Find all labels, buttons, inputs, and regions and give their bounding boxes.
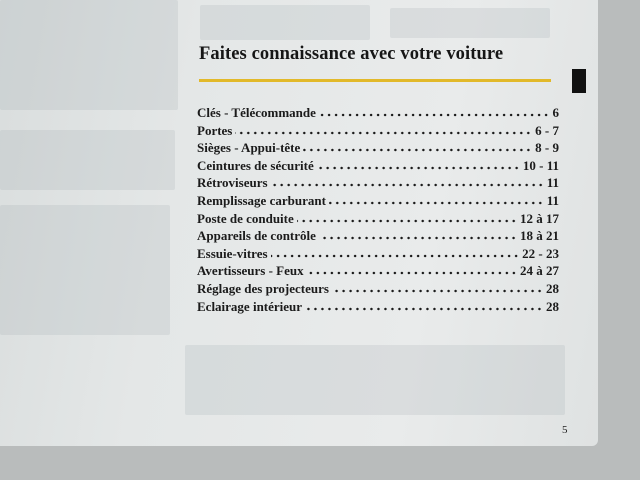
title: Faites connaissance avec votre voiture bbox=[199, 44, 504, 64]
page: Faites connaissance avec votre voiture C… bbox=[0, 0, 598, 446]
entry-label: Essuie-vitres bbox=[197, 245, 268, 261]
toc-entry: Portes 6 - 7 bbox=[197, 123, 559, 141]
dot-leader bbox=[303, 148, 533, 153]
dot-leader bbox=[270, 253, 520, 258]
section-tab bbox=[572, 69, 586, 93]
show-through bbox=[390, 8, 550, 38]
entry-label: Réglage des projecteurs bbox=[197, 280, 329, 296]
entry-label: Remplissage carburant bbox=[197, 192, 326, 208]
dot-leader bbox=[331, 288, 543, 293]
entry-page: 11 bbox=[546, 192, 559, 208]
entry-label: Eclairage intérieur bbox=[197, 298, 303, 314]
toc-entry: Rétroviseurs 11 bbox=[197, 175, 559, 193]
dot-leader bbox=[296, 218, 517, 223]
entry-label: Avertisseurs - Feux bbox=[197, 263, 304, 279]
dot-leader bbox=[318, 236, 517, 241]
toc-entry: Réglage des projecteurs 28 bbox=[197, 281, 559, 299]
entry-page: 6 bbox=[552, 105, 560, 120]
entry-label: Portes bbox=[197, 122, 233, 138]
toc-entry: Ceintures de sécurité 10 - 11 bbox=[197, 158, 559, 176]
entry-label: Clés - Télécommande bbox=[197, 105, 316, 120]
entry-page: 12 à 17 bbox=[520, 210, 559, 226]
entry-page: 6 - 7 bbox=[535, 122, 559, 138]
entry-page: 18 à 21 bbox=[520, 228, 559, 244]
entry-page: 24 à 27 bbox=[520, 263, 559, 279]
dot-leader bbox=[318, 113, 550, 117]
show-through bbox=[0, 0, 178, 110]
entry-page: 28 bbox=[546, 280, 559, 296]
toc-entry: Appareils de contrôle 18 à 21 bbox=[197, 228, 559, 246]
dot-leader bbox=[306, 271, 517, 276]
show-through bbox=[0, 130, 175, 190]
entry-page: 10 - 11 bbox=[522, 157, 559, 173]
dot-leader bbox=[305, 306, 543, 311]
dot-leader bbox=[328, 200, 544, 205]
entry-label: Appareils de contrôle bbox=[197, 228, 316, 244]
show-through bbox=[185, 345, 565, 415]
entry-page: 28 bbox=[546, 298, 559, 314]
toc-entry: Essuie-vitres 22 - 23 bbox=[197, 246, 559, 264]
toc-entry: Avertisseurs - Feux 24 à 27 bbox=[197, 263, 559, 281]
entry-label: Poste de conduite bbox=[197, 210, 294, 226]
entry-page: 11 bbox=[546, 175, 559, 191]
dot-leader bbox=[270, 183, 544, 188]
dot-leader bbox=[316, 165, 520, 170]
table-of-contents: Clés - Télécommande 6 Portes 6 - 7 Sièges - … bbox=[197, 105, 559, 316]
show-through bbox=[0, 205, 170, 335]
entry-label: Rétroviseurs bbox=[197, 175, 268, 191]
dot-leader bbox=[235, 130, 533, 135]
entry-label: Ceintures de sécurité bbox=[197, 157, 314, 173]
toc-entry: Remplissage carburant 11 bbox=[197, 193, 559, 211]
toc-entry: Eclairage intérieur 28 bbox=[197, 299, 559, 317]
title-rule bbox=[199, 79, 551, 82]
toc-entry: Poste de conduite 12 à 17 bbox=[197, 211, 559, 229]
toc-entry: Clés - Télécommande 6 bbox=[197, 105, 559, 123]
page-number: 5 bbox=[562, 424, 568, 436]
entry-label: Sièges - Appui-tête bbox=[197, 140, 301, 156]
entry-page: 22 - 23 bbox=[522, 245, 559, 261]
toc-entry: Sièges - Appui-tête 8 - 9 bbox=[197, 140, 559, 158]
show-through bbox=[200, 5, 370, 40]
entry-page: 8 - 9 bbox=[535, 140, 559, 156]
